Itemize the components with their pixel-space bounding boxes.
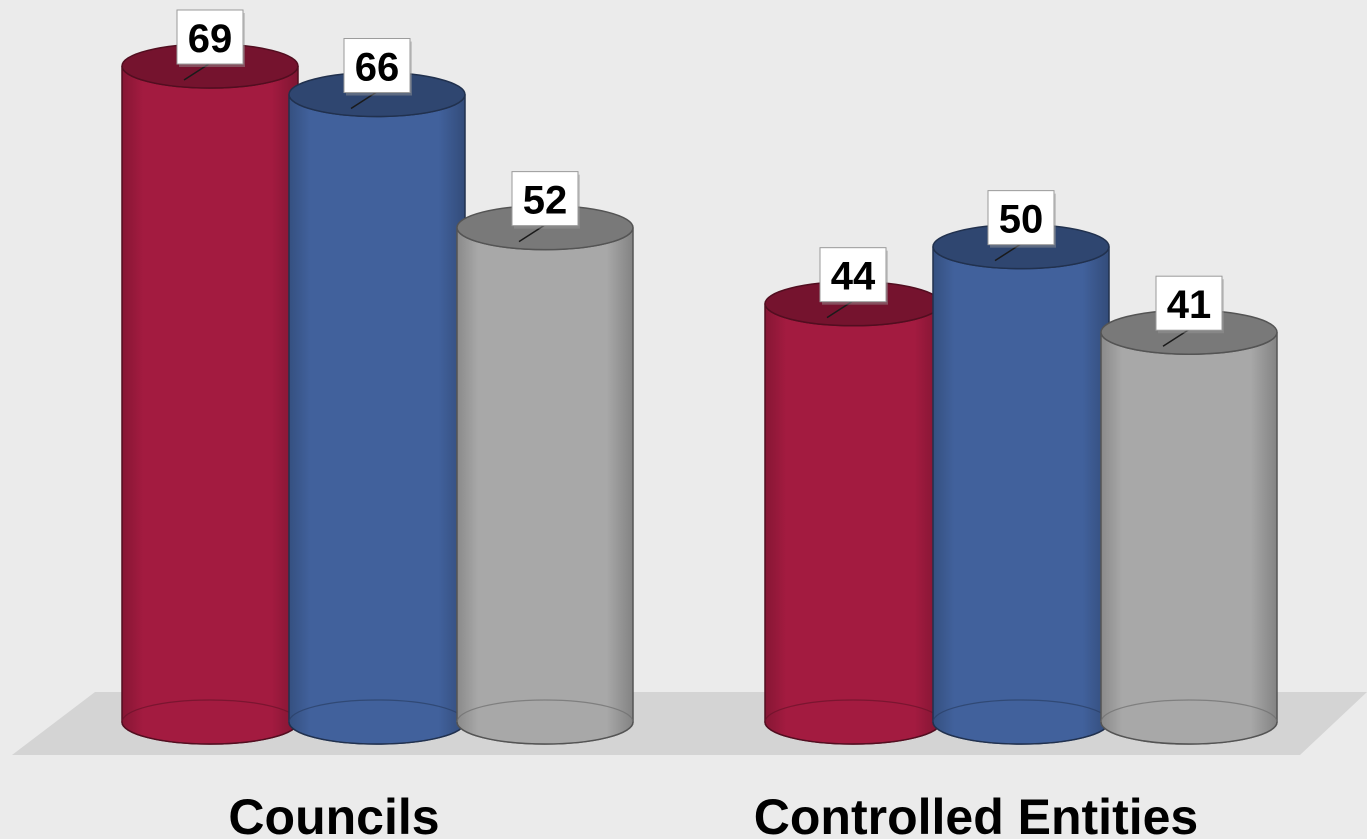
data-label-leader — [994, 242, 1024, 262]
data-label-box — [511, 171, 579, 227]
bar-base-arc — [456, 699, 634, 723]
data-label-1-1: 50 — [987, 190, 1056, 262]
bar-base-arc — [288, 699, 466, 723]
data-label-value: 41 — [1167, 283, 1212, 327]
bar-body — [121, 65, 299, 745]
bar-body — [288, 94, 466, 745]
data-label-0-0: 69 — [176, 9, 245, 81]
bar-1-1 — [932, 223, 1110, 745]
data-label-0-1: 66 — [343, 38, 412, 110]
data-label-box — [1155, 275, 1223, 331]
data-label-value: 69 — [188, 17, 233, 61]
bar-1-0 — [764, 280, 942, 745]
bar-0-0 — [121, 43, 299, 745]
data-label-leader — [350, 89, 380, 110]
data-label-value: 66 — [355, 46, 400, 90]
data-label-leader — [183, 61, 213, 81]
data-label-1-0: 44 — [819, 247, 888, 319]
data-label-leader — [1162, 327, 1192, 347]
data-label-value: 44 — [831, 255, 876, 299]
bar-base-arc — [1100, 699, 1278, 723]
data-label-value: 52 — [523, 179, 568, 223]
data-label-box — [819, 247, 887, 303]
bar-base-arc — [932, 699, 1110, 723]
bar-body — [764, 303, 942, 745]
data-label-leader — [518, 222, 548, 243]
category-label-0: Councils — [228, 789, 439, 839]
data-label-1-2: 41 — [1155, 275, 1224, 347]
data-label-box — [987, 190, 1055, 246]
data-label-value: 50 — [999, 198, 1044, 242]
data-label-box — [343, 38, 411, 94]
bar-body — [456, 227, 634, 745]
bar-body — [1100, 332, 1278, 745]
bar-0-1 — [288, 71, 466, 745]
bar-0-2 — [456, 204, 634, 745]
data-label-box — [176, 9, 244, 65]
bar-base-arc — [764, 699, 942, 723]
data-label-leader — [826, 299, 856, 319]
bar-body — [932, 246, 1110, 745]
bar-1-2 — [1100, 309, 1278, 745]
data-label-0-2: 52 — [511, 171, 580, 243]
category-label-1: Controlled Entities — [754, 789, 1198, 839]
